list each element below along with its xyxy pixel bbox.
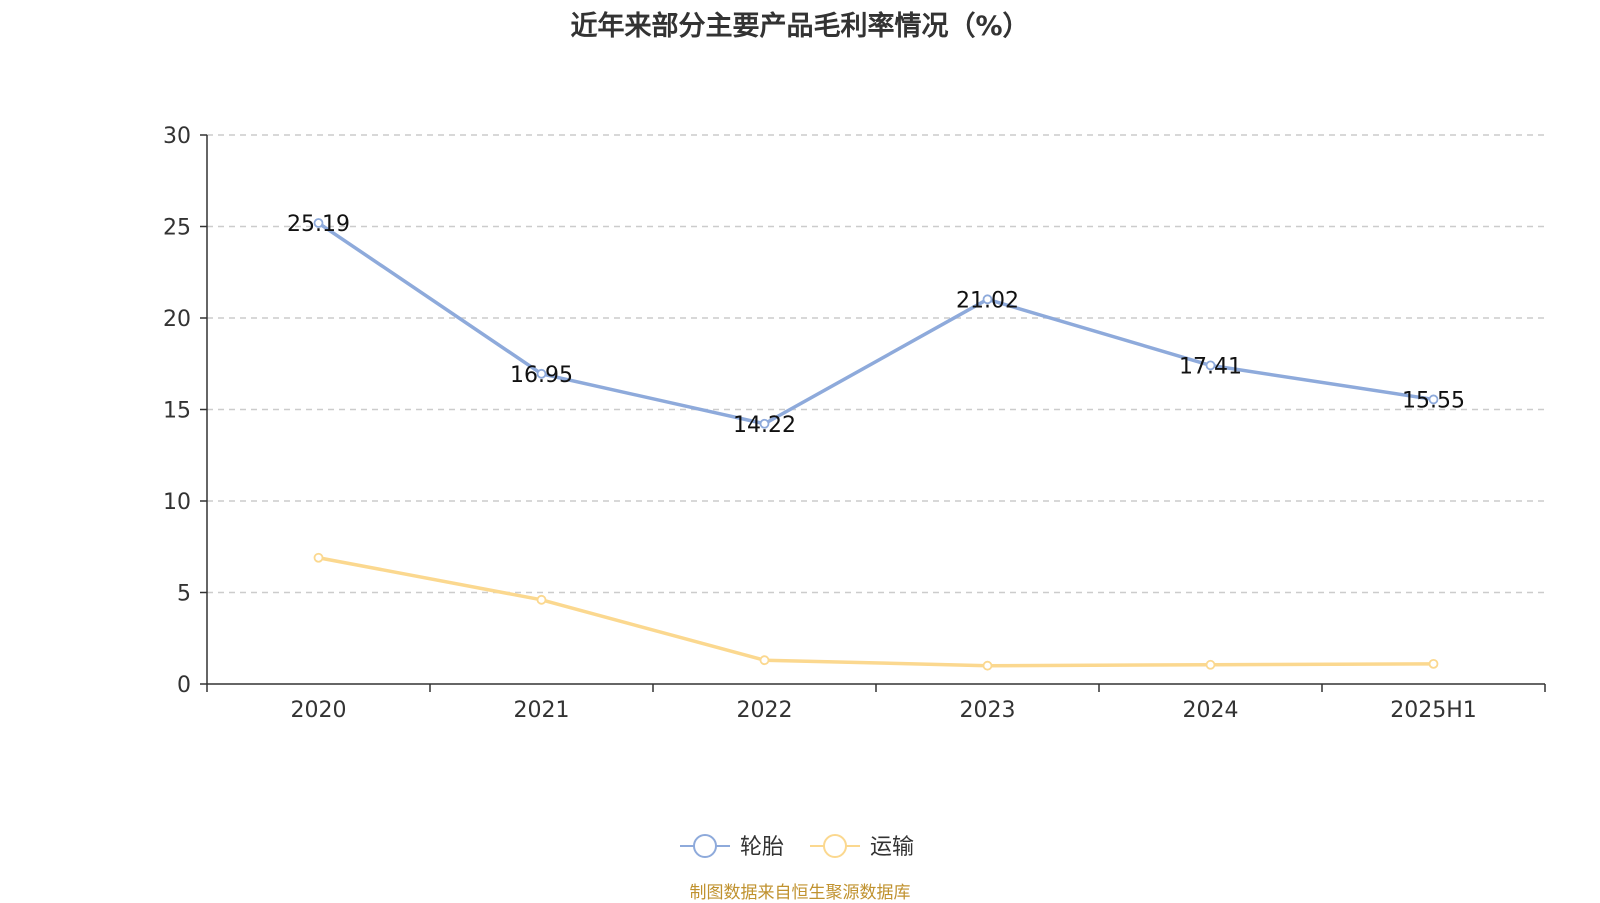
data-label: 16.95: [510, 363, 573, 388]
x-tick-label: 2020: [291, 698, 347, 723]
x-tick-label: 2025H1: [1390, 698, 1477, 723]
data-point[interactable]: [1428, 394, 1439, 405]
data-point[interactable]: [982, 294, 993, 305]
y-tick-label: 10: [163, 490, 191, 515]
y-tick-label: 15: [163, 399, 191, 424]
data-point[interactable]: [1205, 360, 1216, 371]
data-labels: 25.19 16.95 14.22 21.02 17.41 15.55: [287, 212, 1465, 438]
legend-label: 轮胎: [740, 835, 784, 860]
data-point[interactable]: [536, 368, 547, 379]
x-tick-label: 2024: [1183, 698, 1239, 723]
legend-item-1[interactable]: 轮胎: [680, 834, 784, 860]
data-point[interactable]: [1205, 659, 1216, 670]
source-note: 制图数据来自恒生聚源数据库: [689, 883, 911, 903]
legend-label: 运输: [870, 835, 914, 860]
legend-item-2[interactable]: 运输: [810, 834, 914, 860]
data-point[interactable]: [1428, 658, 1439, 669]
data-point[interactable]: [759, 655, 770, 666]
data-point[interactable]: [536, 594, 547, 605]
legend-circle-icon: [823, 834, 847, 858]
y-tick-label: 30: [163, 124, 191, 149]
data-label: 14.22: [733, 413, 796, 438]
data-point[interactable]: [982, 660, 993, 671]
data-label: 21.02: [956, 288, 1019, 313]
data-point[interactable]: [313, 552, 324, 563]
x-tick-label: 2023: [960, 698, 1016, 723]
data-point[interactable]: [313, 218, 324, 228]
data-label: 25.19: [287, 212, 350, 237]
y-tick-label: 0: [177, 673, 191, 698]
y-tick-label: 20: [163, 307, 191, 332]
y-tick-label: 5: [177, 582, 191, 607]
x-tick-label: 2021: [514, 698, 570, 723]
series-line-1: [316, 221, 1436, 426]
data-label: 17.41: [1179, 354, 1242, 379]
legend[interactable]: 轮胎 运输: [680, 834, 914, 860]
legend-circle-icon: [693, 834, 717, 858]
y-tick-label: 25: [163, 216, 191, 241]
axes: 0 5 10 15 20 25 30 2020 2021 2022 2023 2024 2025H1: [163, 124, 1546, 723]
gridlines: [207, 134, 1545, 594]
series-line-2: [316, 555, 1436, 668]
series-group: [313, 218, 1439, 671]
data-label: 15.55: [1402, 388, 1465, 413]
chart-title: 近年来部分主要产品毛利率情况（%）: [570, 11, 1030, 42]
data-point[interactable]: [759, 418, 770, 429]
x-tick-label: 2022: [737, 698, 793, 723]
